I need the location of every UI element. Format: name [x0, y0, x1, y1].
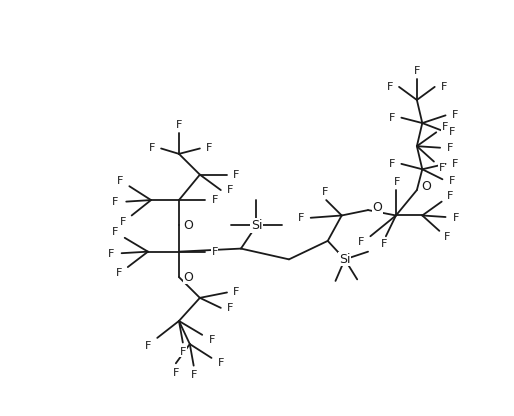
Text: O: O — [421, 181, 431, 193]
Text: F: F — [116, 268, 122, 278]
Text: F: F — [389, 113, 395, 123]
Text: F: F — [441, 82, 447, 92]
Text: O: O — [183, 270, 193, 284]
Text: F: F — [179, 347, 186, 357]
Text: F: F — [112, 228, 118, 238]
Text: F: F — [211, 195, 218, 205]
Text: F: F — [227, 303, 233, 313]
Text: F: F — [442, 122, 448, 132]
Text: F: F — [298, 213, 305, 223]
Text: F: F — [452, 110, 458, 120]
Text: O: O — [373, 201, 382, 213]
Text: F: F — [358, 238, 364, 248]
Text: F: F — [117, 176, 123, 186]
Text: F: F — [233, 287, 240, 297]
Text: F: F — [173, 368, 179, 378]
Text: F: F — [107, 249, 114, 259]
Text: F: F — [452, 159, 458, 169]
Text: F: F — [227, 185, 233, 195]
Text: F: F — [211, 247, 218, 257]
Text: F: F — [145, 341, 151, 351]
Text: F: F — [438, 163, 445, 173]
Text: F: F — [149, 144, 155, 154]
Text: F: F — [387, 82, 393, 92]
Text: F: F — [112, 197, 119, 208]
Text: F: F — [176, 120, 182, 130]
Text: F: F — [447, 144, 453, 154]
Text: F: F — [321, 187, 328, 197]
Text: F: F — [449, 176, 455, 186]
Text: F: F — [444, 232, 450, 242]
Text: O: O — [183, 219, 193, 232]
Text: F: F — [191, 370, 197, 380]
Text: Si: Si — [339, 253, 351, 266]
Text: F: F — [447, 191, 453, 201]
Text: F: F — [389, 159, 395, 169]
Text: F: F — [217, 358, 224, 368]
Text: F: F — [414, 67, 420, 77]
Text: F: F — [209, 335, 215, 345]
Text: F: F — [206, 144, 212, 154]
Text: F: F — [381, 239, 388, 249]
Text: F: F — [394, 177, 401, 187]
Text: F: F — [452, 213, 459, 223]
Text: F: F — [233, 170, 240, 180]
Text: F: F — [449, 127, 455, 137]
Text: F: F — [120, 217, 126, 227]
Text: Si: Si — [251, 219, 262, 232]
